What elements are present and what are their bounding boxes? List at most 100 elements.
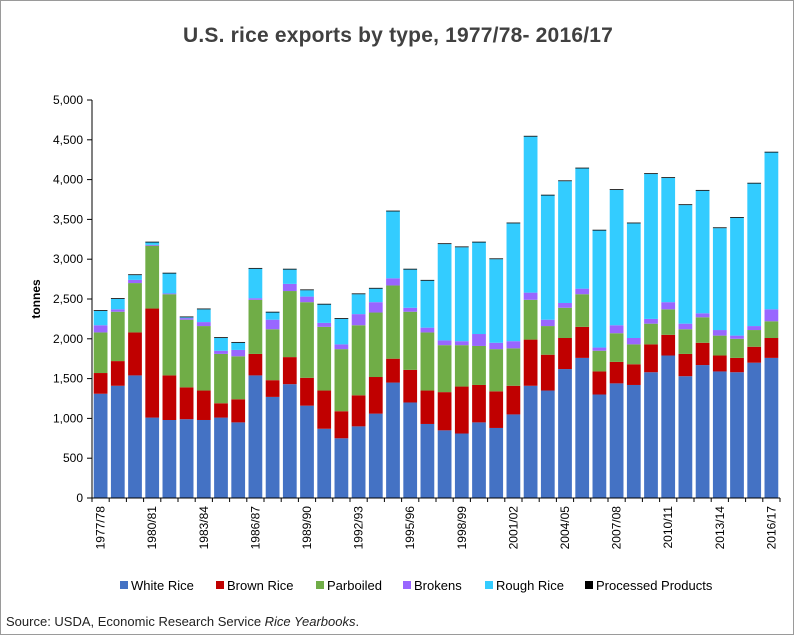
bar-brown-rice-2015-16 [747, 346, 762, 363]
y-tick-label: 4,000 [53, 173, 83, 187]
y-axis-title: tonnes [29, 279, 43, 319]
legend-label-brown-rice: Brown Rice [227, 578, 293, 593]
bar-brown-rice-2005-06 [575, 326, 590, 358]
bar-rough-rice-2009-10 [644, 174, 658, 319]
bar-brokens-1981-82 [162, 293, 177, 295]
bar-processed-products-2008-09 [626, 222, 641, 224]
bar-rough-rice-2001-02 [506, 223, 521, 342]
bar-rough-rice-2011-12 [678, 205, 693, 324]
bar-white-rice-2014-15 [730, 372, 744, 498]
bar-brokens-1987-88 [265, 319, 280, 330]
bar-brown-rice-1994-95 [386, 358, 400, 383]
bar-brokens-2004-05 [558, 302, 572, 308]
bar-rough-rice-1987-88 [265, 312, 280, 320]
bar-white-rice-2008-09 [626, 384, 641, 498]
chart-title: U.S. rice exports by type, 1977/78- 2016… [182, 24, 613, 47]
bar-white-rice-1994-95 [386, 382, 400, 498]
y-tick-label: 1,000 [53, 411, 83, 425]
bar-white-rice-2010-11 [661, 355, 676, 498]
bar-white-rice-1977-78 [93, 393, 108, 498]
bar-parboiled-2001-02 [506, 348, 521, 386]
legend-label-brokens: Brokens [414, 578, 462, 593]
x-tick-label: 2007/08 [610, 506, 624, 550]
bar-processed-products-2004-05 [558, 180, 572, 182]
bar-rough-rice-1980-81 [145, 242, 160, 245]
bar-white-rice-1996-97 [420, 423, 435, 498]
bar-white-rice-1997-98 [437, 430, 452, 498]
y-tick-label: 0 [76, 491, 83, 505]
x-tick-label: 1989/90 [300, 506, 314, 550]
bar-brokens-1982-83 [179, 318, 194, 320]
bar-processed-products-1997-98 [437, 243, 452, 245]
bar-brown-rice-1987-88 [265, 380, 280, 397]
bar-brown-rice-2016-17 [764, 338, 779, 358]
bar-parboiled-1992-93 [351, 325, 366, 396]
bar-white-rice-1988-89 [282, 384, 297, 498]
bar-rough-rice-2016-17 [764, 152, 779, 310]
bar-rough-rice-2006-07 [592, 230, 607, 348]
source-suffix: . [355, 614, 360, 629]
bar-brown-rice-1982-83 [179, 387, 194, 420]
x-tick-label: 1977/78 [94, 506, 108, 550]
bar-processed-products-1995-96 [403, 268, 418, 270]
bar-rough-rice-2012-13 [695, 190, 710, 314]
x-tick-label: 1986/87 [248, 506, 262, 550]
bar-brown-rice-2009-10 [644, 344, 658, 373]
y-tick-label: 2,500 [53, 292, 83, 306]
legend-label-rough-rice: Rough Rice [496, 578, 564, 593]
bar-white-rice-2004-05 [558, 369, 572, 498]
bar-brokens-1991-92 [334, 344, 349, 350]
bar-brokens-2015-16 [747, 326, 762, 331]
x-tick-label: 1980/81 [145, 506, 159, 550]
bar-parboiled-2007-08 [609, 333, 624, 362]
bar-rough-rice-1989-90 [300, 290, 314, 297]
bar-parboiled-2013-14 [712, 335, 727, 356]
bar-brown-rice-2007-08 [609, 361, 624, 384]
x-tick-label: 2001/02 [506, 506, 520, 550]
bar-brokens-2012-13 [695, 313, 710, 318]
bar-brokens-2003-04 [540, 319, 555, 327]
bar-processed-products-2006-07 [592, 229, 607, 231]
y-tick-label: 4,500 [53, 133, 83, 147]
bar-brown-rice-2013-14 [712, 355, 727, 372]
bar-parboiled-1980-81 [145, 245, 160, 309]
x-tick-label: 2013/14 [713, 506, 727, 550]
bar-rough-rice-2015-16 [747, 183, 762, 327]
bar-rough-rice-1985-86 [231, 342, 246, 350]
bar-processed-products-2012-13 [695, 189, 710, 191]
bar-parboiled-1985-86 [231, 356, 246, 400]
bar-brokens-1997-98 [437, 340, 452, 346]
bar-rough-rice-2003-04 [540, 195, 555, 320]
bar-processed-products-1998-99 [454, 246, 469, 248]
bar-brown-rice-1993-94 [368, 377, 383, 414]
bar-white-rice-1978-79 [110, 385, 125, 498]
bar-rough-rice-1986-87 [248, 268, 263, 299]
bar-brokens-1993-94 [368, 302, 383, 313]
bar-rough-rice-1996-97 [420, 280, 435, 328]
bar-brown-rice-2012-13 [695, 342, 710, 366]
bar-brokens-1983-84 [196, 322, 211, 327]
bar-brokens-2008-09 [626, 338, 641, 345]
bar-brown-rice-1992-93 [351, 395, 366, 427]
bar-brokens-1985-86 [231, 349, 246, 357]
legend-label-white-rice: White Rice [131, 578, 194, 593]
legend-swatch-white-rice [120, 581, 128, 589]
bar-processed-products-2000-01 [489, 258, 504, 260]
bar-white-rice-1993-94 [368, 413, 383, 498]
bar-brokens-1989-90 [300, 296, 314, 303]
bar-brown-rice-1988-89 [282, 357, 297, 385]
legend-swatch-brown-rice [216, 581, 224, 589]
bar-processed-products-1982-83 [179, 316, 194, 318]
bar-brokens-1999-00 [472, 334, 486, 346]
bar-brokens-1988-89 [282, 283, 297, 292]
bar-white-rice-1982-83 [179, 419, 194, 498]
legend-label-parboiled: Parboiled [327, 578, 382, 593]
bar-rough-rice-2004-05 [558, 181, 572, 303]
legend-swatch-brokens [403, 581, 411, 589]
bar-parboiled-2015-16 [747, 330, 762, 347]
bar-brown-rice-2000-01 [489, 391, 504, 428]
bar-white-rice-2002-03 [523, 385, 538, 498]
bar-processed-products-1983-84 [196, 308, 211, 310]
bar-parboiled-1997-98 [437, 345, 452, 393]
